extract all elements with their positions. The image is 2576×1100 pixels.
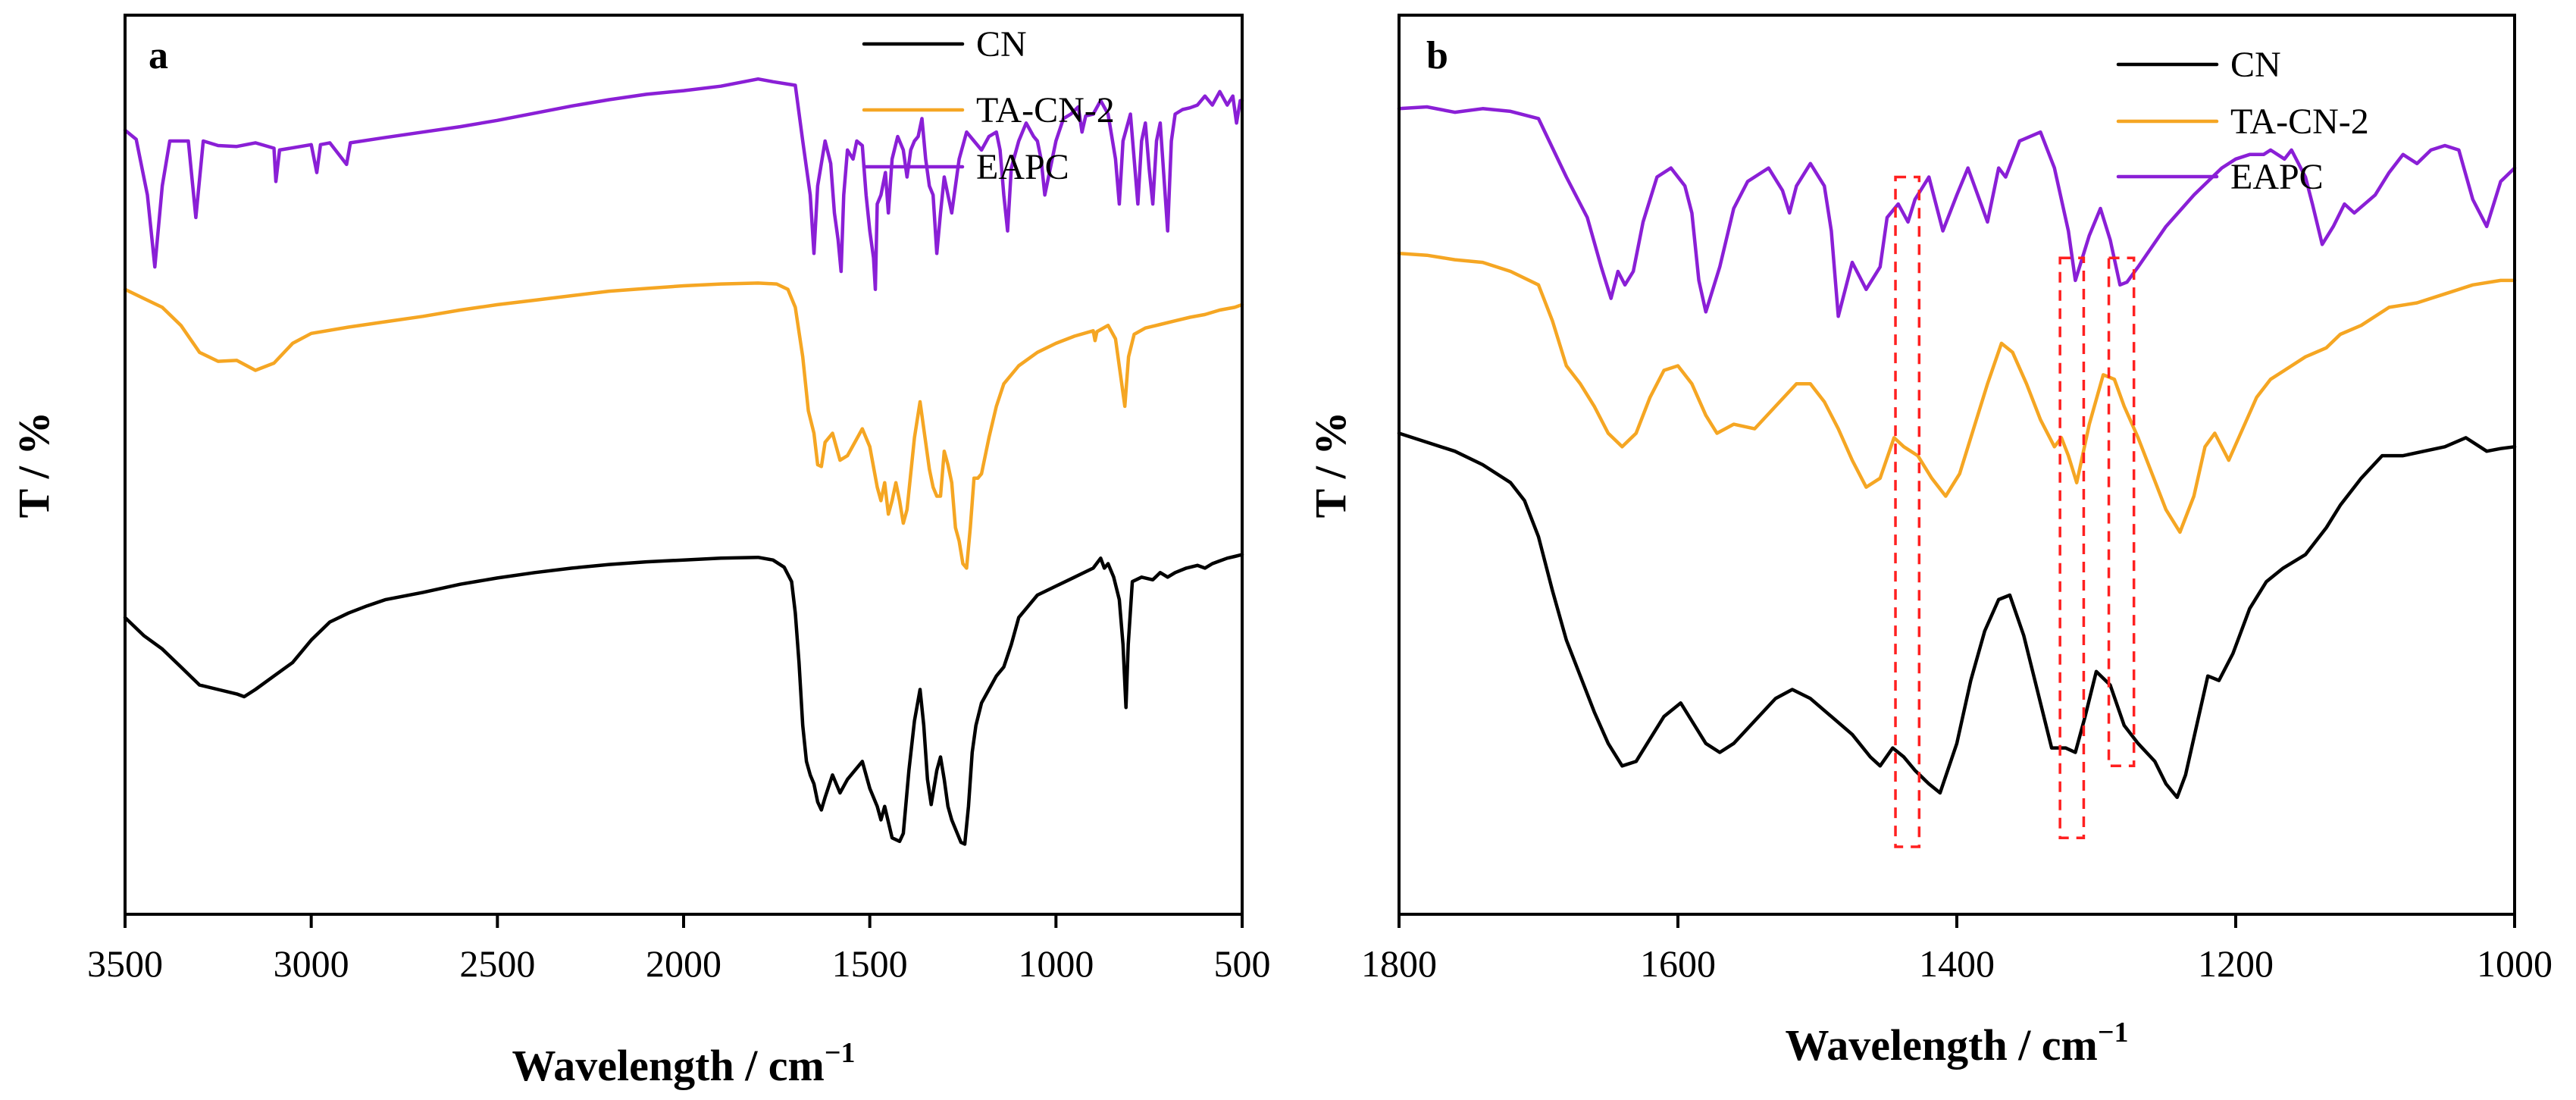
series-line-cn [123,553,1244,846]
panel-b-label: b [1426,34,1448,77]
series-line-cn [1397,431,2517,800]
legend-label-eapc: EAPC [976,147,1069,187]
panel-b-legend: CN TA-CN-2 EAPC [2116,45,2369,197]
dashed-marker-box-1 [1894,175,1921,848]
x-tick-label: 1000 [2477,942,2553,985]
legend-label-ta-cn-2: TA-CN-2 [976,90,1115,130]
x-tick-label: 1200 [2198,942,2274,985]
panel-a-x-axis-title-text: Wavelength / cm [512,1041,824,1090]
x-tick-label: 1000 [1018,942,1094,985]
panel-a-x-axis-unit-exponent: −1 [825,1037,856,1069]
x-tick-label: 3000 [274,942,349,985]
panel-b-x-axis-unit-exponent: −1 [2098,1017,2129,1048]
series-line-eapc [1397,105,2517,318]
panel-b-series-group [1397,105,2517,800]
series-line-ta-cn-2 [123,281,1244,570]
panel-b-annotation-boxes [1894,175,2136,848]
x-tick-label: 500 [1214,942,1271,985]
series-line-ta-cn-2 [1397,252,2517,534]
panel-a-frame [124,14,1244,916]
x-tick-label: 3500 [87,942,163,985]
x-tick-label: 1800 [1361,942,1437,985]
panel-a-label: a [149,34,168,77]
panel-b-x-ticks: 1800 1600 1400 1200 1000 [1361,914,2553,985]
panel-b-x-axis-title-text: Wavelength / cm [1785,1020,2097,1070]
panel-b-chart: 1800 1600 1400 1200 1000 b CN TA-CN-2 EAPC T… [1306,14,2553,1070]
panel-a-x-axis-title: Wavelength / cm−1 [512,1037,855,1090]
series-line-eapc [123,77,1244,291]
panel-b-frame [1398,14,2516,916]
legend-label-eapc: EAPC [2230,157,2324,197]
panel-a-legend: CN TA-CN-2 EAPC [862,24,1115,187]
dashed-marker-box-3 [2107,256,2136,768]
panel-a-chart: 3500 3000 2500 2000 1500 1000 500 a CN TA-CN-2… [9,14,1271,1090]
panel-a-y-axis-title: T / % [9,412,58,519]
legend-label-ta-cn-2: TA-CN-2 [2230,102,2369,142]
panel-a-series-group [123,77,1244,846]
panel-a-x-ticks: 3500 3000 2500 2000 1500 1000 500 [87,914,1271,985]
dashed-marker-box-2 [2058,256,2086,839]
legend-label-cn: CN [2230,45,2281,85]
x-tick-label: 1400 [1919,942,1995,985]
panel-b-y-axis-title: T / % [1306,412,1355,519]
x-tick-label: 1500 [832,942,908,985]
legend-label-cn: CN [976,24,1027,64]
x-tick-label: 2500 [459,942,535,985]
panel-b-x-axis-title: Wavelength / cm−1 [1785,1017,2128,1070]
x-tick-label: 1600 [1640,942,1716,985]
x-tick-label: 2000 [646,942,721,985]
